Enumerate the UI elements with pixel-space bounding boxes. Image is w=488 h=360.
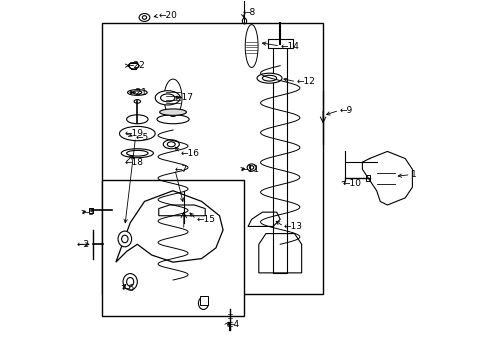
Text: ←17: ←17 xyxy=(175,93,193,102)
Text: ←12: ←12 xyxy=(296,77,315,86)
Text: ←5: ←5 xyxy=(135,132,148,141)
Text: ←13: ←13 xyxy=(283,222,302,231)
Text: ←2: ←2 xyxy=(77,240,89,249)
Bar xyxy=(365,175,369,181)
Text: ←11: ←11 xyxy=(241,165,260,174)
Ellipse shape xyxy=(126,115,148,124)
Ellipse shape xyxy=(139,14,149,21)
Text: ←9: ←9 xyxy=(339,106,352,115)
Text: ←21: ←21 xyxy=(128,88,147,97)
Ellipse shape xyxy=(134,100,140,103)
Ellipse shape xyxy=(127,90,147,95)
Ellipse shape xyxy=(133,91,142,94)
Ellipse shape xyxy=(128,63,139,69)
Ellipse shape xyxy=(198,297,208,310)
Text: ←6: ←6 xyxy=(121,284,134,293)
Bar xyxy=(267,39,292,48)
Ellipse shape xyxy=(119,126,155,141)
Ellipse shape xyxy=(160,109,186,115)
Ellipse shape xyxy=(257,73,282,83)
Bar xyxy=(89,207,93,213)
Ellipse shape xyxy=(163,140,179,149)
Text: ←7: ←7 xyxy=(175,165,188,174)
Polygon shape xyxy=(244,24,258,67)
Bar xyxy=(200,296,207,305)
Ellipse shape xyxy=(126,150,148,156)
Text: ←15: ←15 xyxy=(196,215,215,224)
Ellipse shape xyxy=(121,149,153,158)
Text: ←10: ←10 xyxy=(342,179,361,188)
Ellipse shape xyxy=(126,278,134,286)
Bar xyxy=(102,180,244,316)
Ellipse shape xyxy=(155,91,180,105)
Bar xyxy=(272,44,287,273)
Ellipse shape xyxy=(246,164,256,171)
Ellipse shape xyxy=(167,142,175,147)
Ellipse shape xyxy=(157,115,189,124)
Text: ←3: ←3 xyxy=(82,208,95,217)
Text: ←8: ←8 xyxy=(242,8,255,17)
Ellipse shape xyxy=(262,75,276,81)
Ellipse shape xyxy=(123,274,137,290)
Text: ←19: ←19 xyxy=(124,129,143,138)
Polygon shape xyxy=(164,79,182,117)
Text: ←4: ←4 xyxy=(226,320,239,329)
Ellipse shape xyxy=(142,16,146,19)
Text: ←16: ←16 xyxy=(180,149,199,158)
Ellipse shape xyxy=(122,235,128,243)
Text: ←20: ←20 xyxy=(159,11,177,20)
Ellipse shape xyxy=(242,18,246,24)
Ellipse shape xyxy=(249,166,253,169)
Text: ←22: ←22 xyxy=(126,61,145,70)
Text: ←14: ←14 xyxy=(280,41,299,50)
Text: ←18: ←18 xyxy=(124,158,143,167)
Bar xyxy=(102,23,323,294)
Ellipse shape xyxy=(160,94,175,102)
Text: 1: 1 xyxy=(410,170,415,179)
Ellipse shape xyxy=(118,231,131,247)
